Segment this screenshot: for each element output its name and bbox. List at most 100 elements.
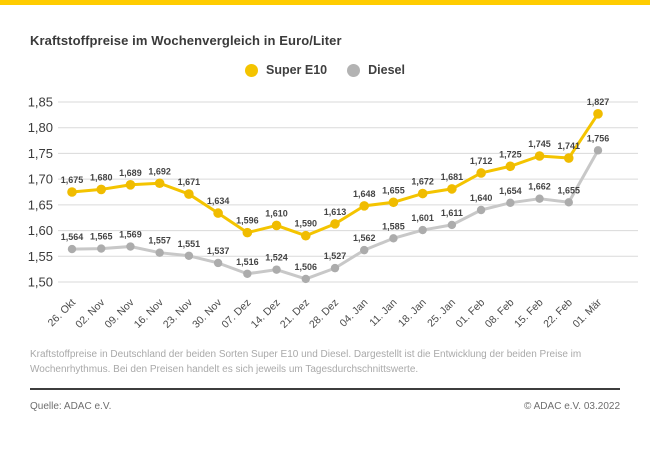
data-label: 1,527: [324, 251, 347, 261]
data-point: [593, 146, 603, 155]
x-tick-label: 21. Dez: [278, 297, 312, 331]
chart-legend: Super E10 Diesel: [0, 63, 650, 77]
data-point: [535, 194, 544, 203]
y-tick-label: 1,70: [28, 172, 53, 187]
data-label: 1,590: [295, 219, 318, 229]
y-tick-label: 1,85: [28, 95, 53, 110]
data-point: [125, 180, 136, 190]
page-title: Kraftstoffpreise im Wochenvergleich in E…: [30, 33, 342, 48]
data-label: 1,712: [470, 156, 493, 166]
x-tick-label: 16. Nov: [132, 296, 167, 331]
data-point: [97, 244, 106, 253]
data-label: 1,662: [528, 182, 551, 192]
copyright-text: © ADAC e.V. 03.2022: [524, 401, 620, 412]
data-point: [534, 151, 545, 161]
data-point: [359, 201, 370, 211]
x-tick-label: 15. Feb: [512, 297, 546, 331]
data-point: [300, 230, 311, 241]
data-point: [447, 220, 457, 230]
data-point: [243, 269, 252, 278]
data-point: [417, 188, 428, 199]
data-label: 1,640: [470, 193, 493, 203]
data-point: [388, 197, 399, 208]
y-tick-label: 1,50: [28, 275, 53, 290]
data-point: [564, 198, 573, 207]
y-tick-label: 1,60: [28, 223, 53, 238]
data-label: 1,756: [587, 133, 610, 143]
data-point: [330, 219, 340, 229]
data-label: 1,601: [411, 213, 434, 223]
legend-item-diesel: Diesel: [347, 63, 405, 77]
data-point: [272, 265, 281, 274]
source-text: Quelle: ADAC e.V.: [30, 401, 112, 412]
x-tick-label: 23. Nov: [161, 296, 196, 331]
data-point: [155, 248, 164, 257]
x-tick-label: 26. Okt: [46, 297, 78, 329]
data-label: 1,537: [207, 246, 230, 256]
x-tick-label: 07. Dez: [219, 297, 253, 331]
data-label: 1,506: [295, 262, 318, 272]
diesel-dot-icon: [347, 63, 361, 77]
x-tick-label: 28. Dez: [307, 297, 341, 331]
data-label: 1,596: [236, 216, 259, 226]
x-tick-label: 14. Dez: [249, 297, 283, 331]
data-label: 1,551: [178, 239, 201, 249]
x-tick-label: 30. Nov: [190, 296, 225, 331]
footer-divider: [30, 388, 620, 390]
data-point: [360, 245, 369, 255]
data-label: 1,689: [119, 168, 142, 178]
data-label: 1,675: [61, 175, 84, 185]
data-point: [184, 189, 194, 199]
data-point: [213, 208, 223, 218]
data-label: 1,524: [265, 253, 288, 263]
chart-description: Kraftstoffpreise in Deutschland der beid…: [30, 349, 582, 375]
x-tick-label: 08. Feb: [483, 297, 517, 331]
y-tick-label: 1,80: [28, 120, 53, 135]
data-label: 1,655: [558, 185, 581, 195]
data-label: 1,725: [499, 149, 522, 159]
x-tick-label: 02. Nov: [73, 296, 108, 331]
data-point: [506, 198, 515, 207]
data-point: [213, 258, 223, 268]
data-label: 1,565: [90, 232, 113, 242]
data-label: 1,692: [148, 166, 171, 176]
x-tick-label: 04. Jan: [337, 297, 370, 330]
x-tick-label: 18. Jan: [396, 297, 429, 330]
x-tick-label: 01. Mär: [570, 296, 604, 330]
data-label: 1,613: [324, 207, 347, 217]
data-point: [389, 234, 398, 243]
data-label: 1,557: [148, 236, 171, 246]
data-label: 1,564: [61, 232, 84, 242]
data-label: 1,654: [499, 186, 522, 196]
data-point: [242, 227, 253, 238]
data-label: 1,562: [353, 233, 376, 243]
super-e10-dot-icon: [245, 63, 258, 77]
data-point: [96, 184, 107, 195]
data-label: 1,648: [353, 189, 376, 199]
data-point: [67, 244, 77, 254]
x-tick-label: 01. Feb: [454, 297, 488, 331]
data-label: 1,827: [587, 97, 610, 107]
y-tick-label: 1,65: [28, 197, 53, 212]
x-tick-label: 25. Jan: [425, 297, 458, 330]
data-label: 1,681: [441, 172, 464, 182]
data-point: [184, 251, 194, 260]
brand-accent-bar: [0, 0, 650, 5]
data-point: [447, 184, 457, 194]
data-point: [476, 205, 486, 215]
data-label: 1,672: [411, 177, 434, 187]
data-label: 1,671: [178, 177, 201, 187]
data-label: 1,516: [236, 257, 259, 267]
data-point: [593, 109, 603, 119]
x-tick-label: 09. Nov: [102, 296, 137, 331]
x-tick-label: 22. Feb: [541, 297, 575, 331]
data-label: 1,655: [382, 185, 405, 195]
x-tick-label: 11. Jan: [367, 297, 399, 329]
data-label: 1,569: [119, 230, 142, 240]
data-label: 1,610: [265, 208, 288, 218]
legend-item-super-e10: Super E10: [245, 63, 327, 77]
data-label: 1,741: [558, 141, 581, 151]
y-tick-label: 1,75: [28, 146, 53, 161]
data-point: [505, 161, 516, 172]
